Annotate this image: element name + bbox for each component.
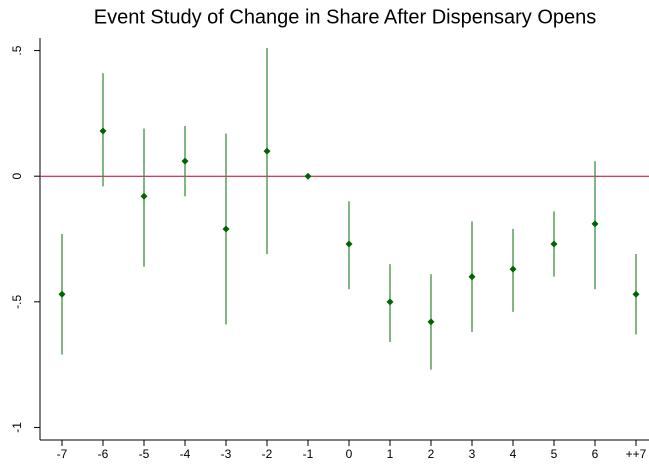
x-tick-label: 3 xyxy=(469,447,476,461)
point-estimate xyxy=(345,240,353,248)
x-tick-label: -4 xyxy=(180,447,191,461)
x-tick-label: -7 xyxy=(57,447,68,461)
chart-title: Event Study of Change in Share After Dis… xyxy=(94,6,597,28)
x-tick-label: -6 xyxy=(98,447,109,461)
x-tick-label: 1 xyxy=(387,447,394,461)
point-estimate xyxy=(591,220,599,228)
point-estimate xyxy=(222,225,230,233)
point-estimate xyxy=(509,265,517,273)
y-tick-label: -.5 xyxy=(10,294,24,308)
point-estimate xyxy=(304,172,312,180)
point-estimate xyxy=(550,240,558,248)
x-tick-label: 6 xyxy=(592,447,599,461)
x-tick-label: 5 xyxy=(551,447,558,461)
x-tick-label: -3 xyxy=(221,447,232,461)
x-tick-label: 4 xyxy=(510,447,517,461)
x-tick-label: 0 xyxy=(346,447,353,461)
x-tick-label: -5 xyxy=(139,447,150,461)
x-tick-label: 2 xyxy=(428,447,435,461)
point-estimate xyxy=(140,192,148,200)
x-tick-label: -2 xyxy=(262,447,273,461)
y-tick-label: 0 xyxy=(10,173,24,180)
x-tick-label: ++7 xyxy=(626,447,647,461)
point-estimate xyxy=(58,290,66,298)
point-estimate xyxy=(386,298,394,306)
point-estimate xyxy=(263,147,271,155)
point-estimate xyxy=(99,127,107,135)
x-tick-label: -1 xyxy=(303,447,314,461)
point-estimate xyxy=(468,273,476,281)
y-tick-label: .5 xyxy=(10,45,24,55)
point-estimate xyxy=(632,290,640,298)
y-tick-label: -1 xyxy=(10,422,24,433)
point-estimate xyxy=(427,318,435,326)
point-estimate xyxy=(181,157,189,165)
